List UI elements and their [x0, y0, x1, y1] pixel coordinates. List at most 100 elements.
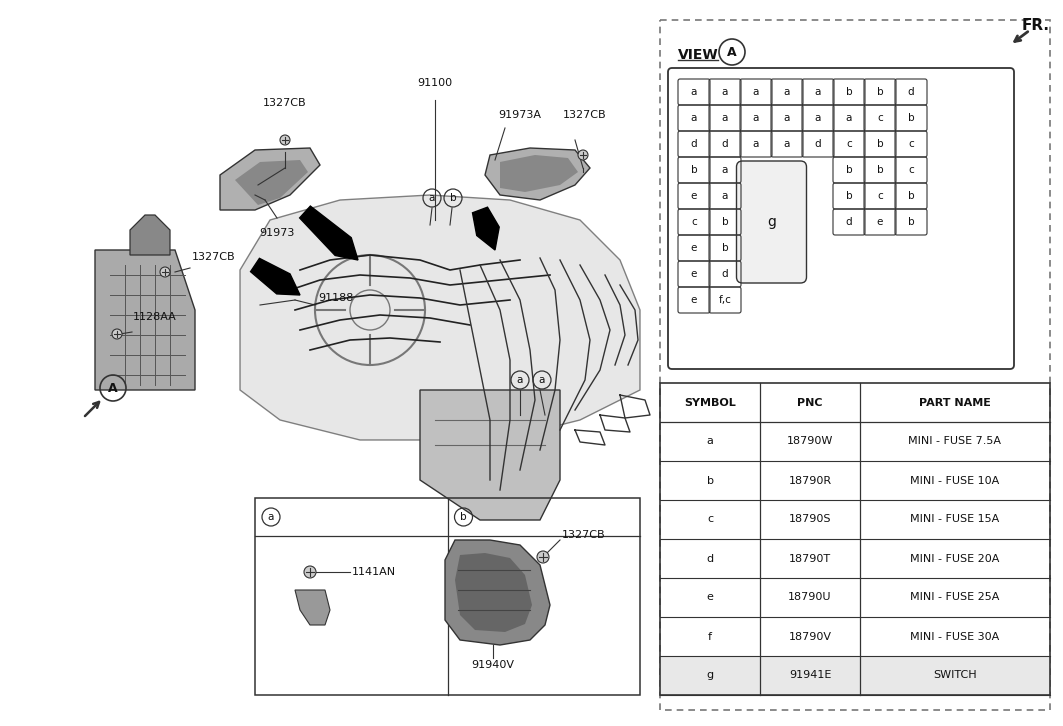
Circle shape [578, 150, 588, 160]
Polygon shape [455, 553, 532, 632]
Bar [660, 383, 1050, 695]
Text: 18790W: 18790W [787, 436, 833, 446]
Text: 91100: 91100 [418, 78, 453, 88]
Text: a: a [722, 113, 728, 123]
Text: 1141AN: 1141AN [352, 567, 396, 577]
Bar [255, 498, 640, 695]
Text: b: b [722, 217, 728, 227]
Polygon shape [300, 206, 358, 260]
Circle shape [161, 267, 170, 277]
Text: 18790U: 18790U [789, 592, 831, 603]
Text: e: e [691, 243, 697, 253]
Text: d: d [707, 553, 713, 563]
Text: b: b [908, 113, 914, 123]
Text: e: e [691, 295, 697, 305]
Text: e: e [877, 217, 883, 227]
Text: 18790S: 18790S [789, 515, 831, 524]
Text: b: b [722, 243, 728, 253]
Polygon shape [130, 215, 170, 255]
Text: a: a [815, 113, 822, 123]
Text: a: a [268, 512, 274, 522]
Text: MINI - FUSE 20A: MINI - FUSE 20A [910, 553, 999, 563]
Text: a: a [783, 87, 790, 97]
Text: 1327CB: 1327CB [562, 530, 606, 540]
Text: f,c: f,c [719, 295, 731, 305]
Circle shape [304, 566, 316, 578]
Circle shape [280, 135, 290, 145]
FancyBboxPatch shape [737, 161, 807, 283]
Polygon shape [445, 540, 550, 645]
Text: MINI - FUSE 10A: MINI - FUSE 10A [910, 476, 999, 486]
Text: d: d [814, 139, 822, 149]
Polygon shape [500, 155, 578, 192]
Text: 91973: 91973 [259, 228, 294, 238]
Polygon shape [485, 148, 590, 200]
Text: a: a [722, 165, 728, 175]
Text: b: b [877, 165, 883, 175]
Text: d: d [846, 217, 853, 227]
Text: b: b [707, 476, 713, 486]
Text: MINI - FUSE 15A: MINI - FUSE 15A [910, 515, 999, 524]
Circle shape [537, 551, 549, 563]
Text: b: b [846, 165, 853, 175]
Text: FR.: FR. [1022, 18, 1050, 33]
Text: PART NAME: PART NAME [919, 398, 991, 407]
Text: d: d [722, 139, 728, 149]
Text: a: a [722, 191, 728, 201]
Text: a: a [753, 113, 759, 123]
Text: e: e [707, 592, 713, 603]
Text: g: g [707, 671, 713, 680]
Text: 1128AA: 1128AA [133, 312, 176, 322]
Text: c: c [877, 113, 883, 123]
Text: a: a [722, 87, 728, 97]
Text: c: c [908, 139, 914, 149]
Circle shape [112, 329, 122, 339]
Text: a: a [539, 375, 545, 385]
Text: c: c [877, 191, 883, 201]
Text: a: a [691, 87, 697, 97]
Polygon shape [473, 207, 500, 250]
Text: g: g [767, 215, 776, 229]
Text: a: a [815, 87, 822, 97]
Text: 18790V: 18790V [789, 632, 831, 642]
Text: c: c [846, 139, 851, 149]
Text: b: b [908, 191, 914, 201]
Text: a: a [783, 139, 790, 149]
Polygon shape [220, 148, 320, 210]
Text: c: c [707, 515, 713, 524]
Text: b: b [908, 217, 914, 227]
Text: 18790R: 18790R [789, 476, 831, 486]
Text: b: b [877, 87, 883, 97]
Text: d: d [908, 87, 914, 97]
Text: MINI - FUSE 25A: MINI - FUSE 25A [910, 592, 999, 603]
Polygon shape [95, 250, 195, 390]
Text: 91941E: 91941E [789, 671, 831, 680]
Text: VIEW: VIEW [678, 48, 719, 62]
Text: e: e [691, 191, 697, 201]
Text: b: b [846, 87, 853, 97]
Polygon shape [235, 160, 308, 205]
Text: b: b [846, 191, 853, 201]
Text: b: b [450, 193, 456, 203]
Text: a: a [753, 139, 759, 149]
Text: SYMBOL: SYMBOL [685, 398, 736, 407]
Text: 91940V: 91940V [472, 660, 514, 670]
Polygon shape [240, 195, 640, 440]
Text: b: b [877, 139, 883, 149]
Text: e: e [691, 269, 697, 279]
Text: 18790T: 18790T [789, 553, 831, 563]
Text: MINI - FUSE 30A: MINI - FUSE 30A [910, 632, 999, 642]
Text: a: a [691, 113, 697, 123]
Text: A: A [727, 46, 737, 59]
Text: 1327CB: 1327CB [563, 110, 607, 120]
Polygon shape [251, 258, 300, 295]
Text: MINI - FUSE 7.5A: MINI - FUSE 7.5A [909, 436, 1001, 446]
Text: a: a [428, 193, 435, 203]
Text: b: b [460, 512, 467, 522]
Text: b: b [691, 165, 697, 175]
Text: a: a [517, 375, 523, 385]
Bar [660, 656, 1050, 695]
Text: 1327CB: 1327CB [264, 98, 307, 108]
Polygon shape [420, 390, 560, 520]
Text: A: A [108, 381, 118, 394]
